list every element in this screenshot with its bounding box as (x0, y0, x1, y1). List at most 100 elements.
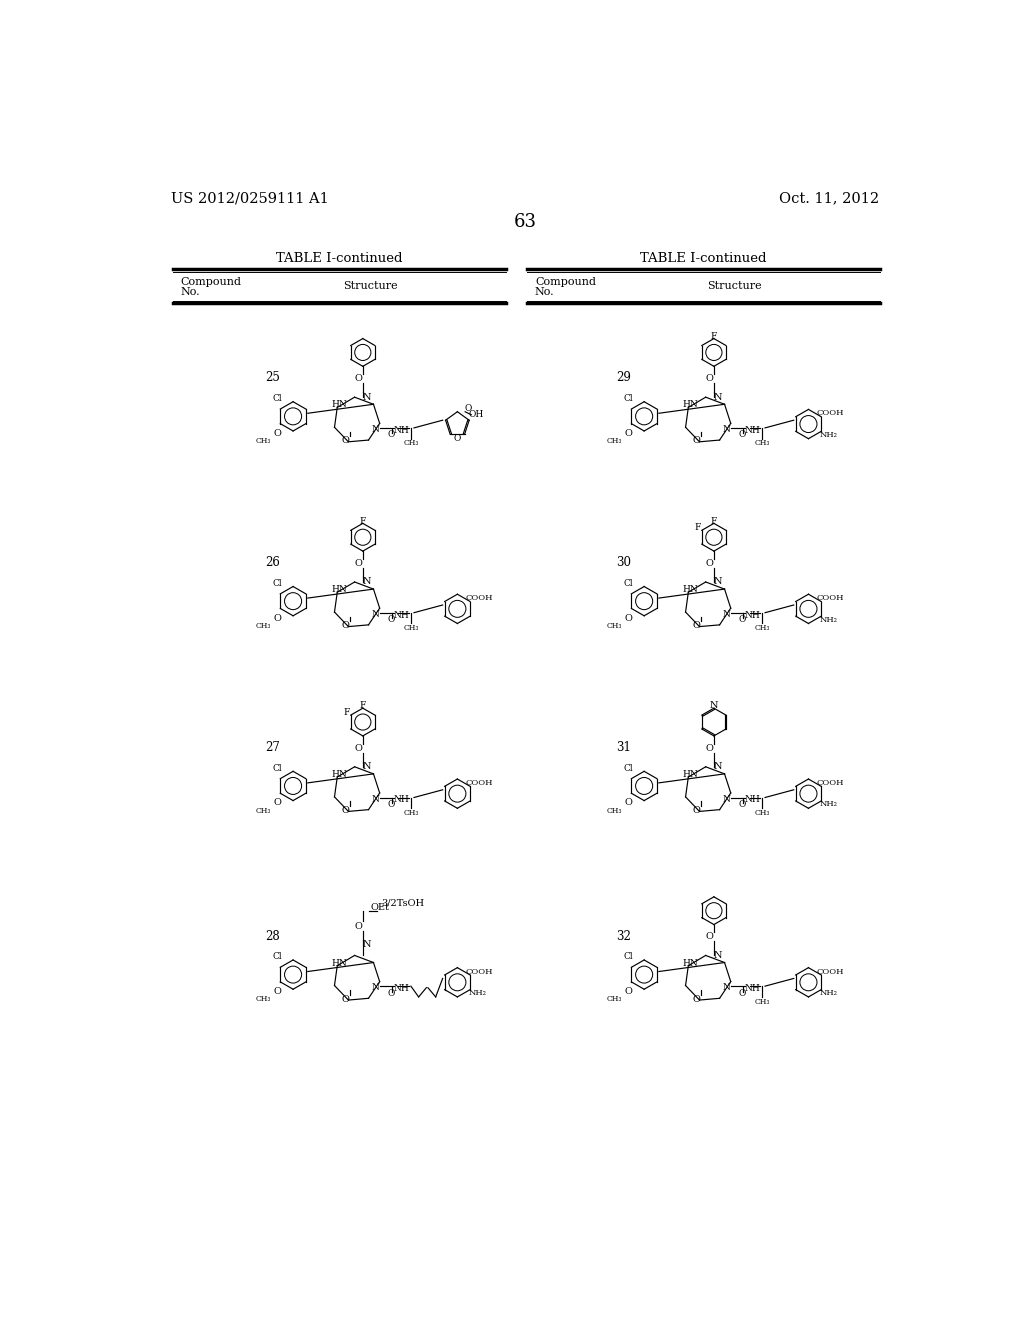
Text: CH₃: CH₃ (607, 995, 623, 1003)
Text: O: O (387, 800, 394, 809)
Text: COOH: COOH (465, 594, 493, 602)
Text: NH₂: NH₂ (819, 800, 838, 808)
Text: O: O (387, 615, 394, 624)
Text: O: O (625, 614, 633, 623)
Text: CH₃: CH₃ (403, 440, 419, 447)
Text: Cl: Cl (272, 953, 283, 961)
Text: HN: HN (683, 585, 698, 594)
Text: N: N (714, 392, 722, 401)
Text: NH: NH (744, 611, 761, 619)
Text: US 2012/0259111 A1: US 2012/0259111 A1 (171, 191, 329, 206)
Text: N: N (722, 425, 730, 434)
Text: HN: HN (683, 958, 698, 968)
Text: NH₂: NH₂ (819, 989, 838, 997)
Text: OEt: OEt (371, 903, 389, 912)
Text: O: O (354, 558, 362, 568)
Text: O: O (706, 932, 713, 941)
Text: O: O (342, 807, 350, 814)
Text: CH₃: CH₃ (607, 437, 623, 445)
Text: O: O (625, 987, 633, 997)
Text: CH₃: CH₃ (755, 624, 770, 632)
Text: F: F (343, 708, 350, 717)
Text: NH: NH (393, 611, 410, 619)
Text: CH₃: CH₃ (256, 995, 271, 1003)
Text: CH₃: CH₃ (607, 622, 623, 630)
Text: 25: 25 (265, 371, 280, 384)
Text: 32: 32 (616, 929, 631, 942)
Text: Structure: Structure (708, 281, 762, 292)
Text: O: O (693, 807, 700, 814)
Text: CH₃: CH₃ (607, 807, 623, 814)
Text: NH₂: NH₂ (819, 615, 838, 623)
Text: NH: NH (744, 796, 761, 804)
Text: 27: 27 (265, 741, 280, 754)
Text: Cl: Cl (624, 953, 634, 961)
Text: O: O (738, 430, 745, 440)
Text: N: N (372, 425, 379, 434)
Text: O: O (342, 995, 350, 1003)
Text: 29: 29 (616, 371, 631, 384)
Text: N: N (710, 701, 718, 710)
Text: Cl: Cl (624, 579, 634, 587)
Text: O: O (625, 429, 633, 438)
Text: TABLE I-continued: TABLE I-continued (276, 252, 402, 265)
Text: O: O (738, 615, 745, 624)
Text: COOH: COOH (816, 779, 844, 787)
Text: O: O (738, 989, 745, 998)
Text: Cl: Cl (272, 764, 283, 772)
Text: HN: HN (683, 770, 698, 779)
Text: Cl: Cl (624, 395, 634, 403)
Text: O: O (454, 434, 461, 444)
Text: F: F (711, 516, 717, 525)
Text: Cl: Cl (272, 395, 283, 403)
Text: O: O (465, 404, 472, 413)
Text: NH: NH (393, 426, 410, 434)
Text: CH₃: CH₃ (256, 622, 271, 630)
Text: N: N (714, 762, 722, 771)
Text: O: O (354, 374, 362, 383)
Text: No.: No. (180, 286, 201, 297)
Text: O: O (273, 429, 282, 438)
Text: TABLE I-continued: TABLE I-continued (640, 252, 767, 265)
Text: CH₃: CH₃ (256, 807, 271, 814)
Text: F: F (359, 701, 366, 710)
Text: O: O (387, 989, 394, 998)
Text: CH₃: CH₃ (755, 809, 770, 817)
Text: NH₂: NH₂ (469, 989, 486, 997)
Text: COOH: COOH (465, 968, 493, 975)
Text: COOH: COOH (816, 968, 844, 975)
Text: O: O (693, 437, 700, 445)
Text: N: N (714, 577, 722, 586)
Text: F: F (694, 523, 700, 532)
Text: NH: NH (744, 983, 761, 993)
Text: COOH: COOH (816, 594, 844, 602)
Text: O: O (387, 430, 394, 440)
Text: O: O (693, 995, 700, 1003)
Text: NH₂: NH₂ (819, 430, 838, 438)
Text: OH: OH (468, 411, 483, 420)
Text: COOH: COOH (816, 409, 844, 417)
Text: O: O (273, 614, 282, 623)
Text: F: F (359, 516, 366, 525)
Text: O: O (273, 799, 282, 808)
Text: O: O (342, 622, 350, 630)
Text: O: O (354, 743, 362, 752)
Text: No.: No. (535, 286, 555, 297)
Text: O: O (354, 921, 362, 931)
Text: Compound: Compound (535, 277, 596, 286)
Text: N: N (372, 610, 379, 619)
Text: 31: 31 (616, 741, 631, 754)
Text: O: O (342, 437, 350, 445)
Text: N: N (372, 983, 379, 993)
Text: 26: 26 (265, 556, 280, 569)
Text: HN: HN (332, 958, 347, 968)
Text: N: N (372, 795, 379, 804)
Text: CH₃: CH₃ (256, 437, 271, 445)
Text: NH: NH (393, 983, 410, 993)
Text: O: O (706, 374, 713, 383)
Text: N: N (362, 392, 371, 401)
Text: 30: 30 (616, 556, 631, 569)
Text: COOH: COOH (465, 779, 493, 787)
Text: O: O (693, 622, 700, 630)
Text: N: N (722, 795, 730, 804)
